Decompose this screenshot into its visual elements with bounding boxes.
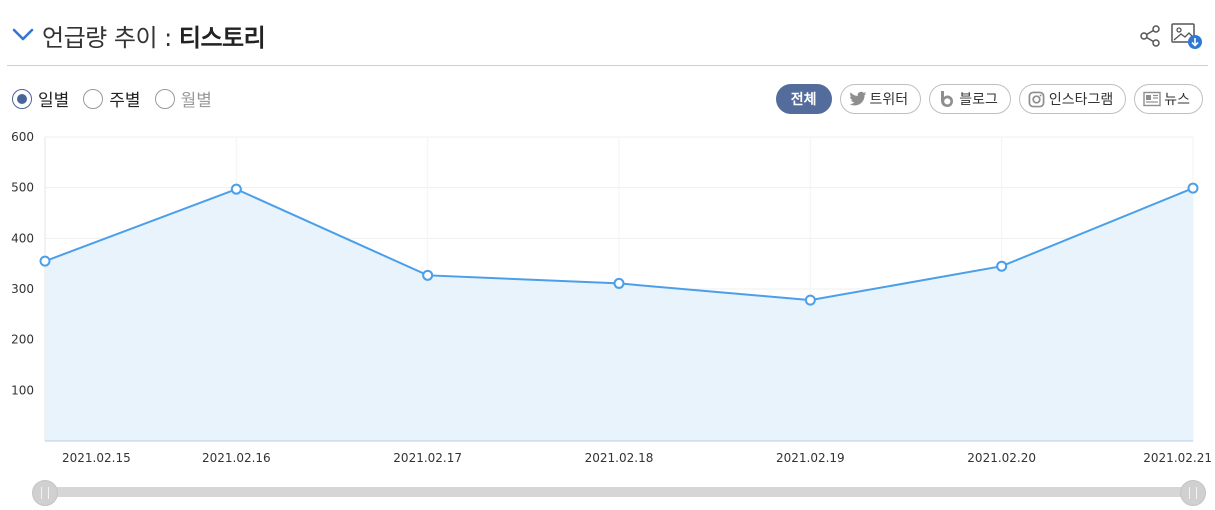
header-divider [7, 65, 1208, 66]
radio-weekly-label: 주별 [109, 91, 141, 111]
data-point [39, 255, 51, 267]
data-point [996, 260, 1008, 272]
y-tick-label: 400 [11, 231, 34, 245]
y-tick-label: 500 [11, 181, 34, 195]
twitter-icon [848, 90, 867, 108]
x-tick-label: 2021.02.17 [393, 451, 462, 465]
radio-daily-label: 일별 [38, 91, 70, 111]
chevron-down-icon[interactable] [12, 28, 34, 42]
x-tick-label: 2021.02.19 [776, 451, 845, 465]
x-tick-label: 2021.02.16 [202, 451, 271, 465]
series-area [45, 188, 1193, 441]
filter-blog-label: 블로그 [959, 92, 998, 108]
news-icon [1143, 90, 1161, 108]
filter-news-button[interactable]: 뉴스 [1134, 84, 1203, 114]
data-point [1187, 182, 1199, 194]
share-icon[interactable] [1139, 25, 1161, 47]
data-point [230, 183, 242, 195]
filter-twitter-button[interactable]: 트위터 [839, 84, 922, 114]
slider-handle-start[interactable] [32, 480, 58, 506]
filter-twitter-label: 트위터 [869, 92, 909, 108]
data-point [613, 277, 625, 289]
y-tick-label: 300 [11, 282, 34, 296]
section-header: 언급량 추이 : 티스토리 [0, 0, 1215, 66]
data-point [804, 294, 816, 306]
channel-filters: 전체 트위터 블로그 인스타그램 뉴스 [775, 84, 1203, 114]
slider-handle-end[interactable] [1180, 480, 1206, 506]
radio-monthly[interactable]: 월별 [154, 86, 212, 111]
filter-all-button[interactable]: 전체 [775, 84, 832, 114]
blog-icon [938, 90, 956, 108]
filter-news-label: 뉴스 [1164, 92, 1190, 108]
radio-weekly[interactable]: 주별 [83, 86, 141, 111]
image-download-icon[interactable] [1171, 22, 1203, 50]
filter-blog-button[interactable]: 블로그 [929, 84, 1011, 114]
instagram-icon [1028, 90, 1046, 108]
date-range-slider[interactable] [32, 478, 1210, 506]
filter-instagram-button[interactable]: 인스타그램 [1018, 84, 1127, 114]
filter-instagram-label: 인스타그램 [1048, 92, 1114, 108]
radio-circle[interactable] [83, 88, 104, 109]
x-tick-label: 2021.02.21 [1143, 451, 1212, 465]
radio-circle[interactable] [154, 88, 175, 109]
x-tick-label: 2021.02.20 [967, 451, 1036, 465]
title-prefix: 언급량 추이 : [42, 24, 179, 52]
period-selector: 일별 주별 월별 [12, 86, 212, 111]
radio-monthly-label: 월별 [180, 91, 212, 111]
section-title: 언급량 추이 : 티스토리 [42, 18, 266, 53]
title-keyword: 티스토리 [178, 24, 266, 52]
x-tick-label: 2021.02.18 [585, 451, 654, 465]
radio-daily[interactable]: 일별 [12, 86, 69, 111]
data-point [422, 269, 434, 281]
filter-all-label: 전체 [790, 92, 817, 108]
mention-trend-chart: 100 200 300 400 500 600 2021.02.15 2021.02.16 20… [11, 130, 1212, 465]
slider-track[interactable] [44, 487, 1192, 497]
y-tick-label: 100 [11, 383, 34, 397]
radio-circle[interactable] [12, 88, 32, 109]
y-tick-label: 600 [11, 130, 34, 144]
y-tick-label: 200 [11, 333, 34, 347]
x-tick-label: 2021.02.15 [62, 451, 131, 465]
